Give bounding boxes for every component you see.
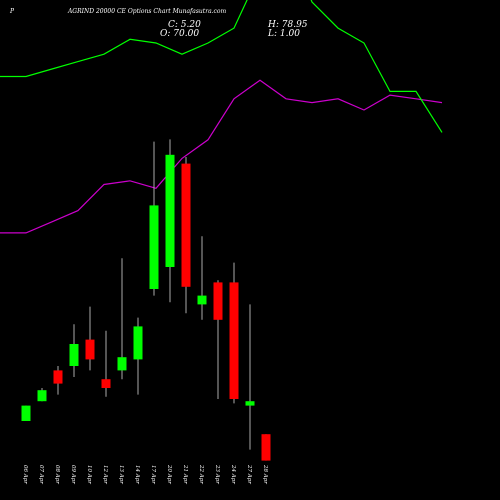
chart-title: P AGRIND 20000 CE Options Chart Munafasu… xyxy=(10,8,226,15)
x-tick-label: 20 Apr xyxy=(166,464,172,484)
candle-body xyxy=(197,295,207,305)
x-tick-label: 27 Apr xyxy=(246,464,252,484)
ma-short-line xyxy=(0,0,443,133)
open-label: O: xyxy=(160,29,171,39)
candle-body xyxy=(165,154,175,267)
x-tick-label: 06 Apr xyxy=(22,465,28,484)
candle-body xyxy=(245,401,255,406)
ohlc-low: L: 1.00 xyxy=(268,29,300,39)
x-tick-label: 08 Apr xyxy=(54,465,60,484)
x-tick-label: 09 Apr xyxy=(70,465,76,484)
candle-body xyxy=(261,434,271,461)
candle-body xyxy=(69,344,79,366)
close-label: C: xyxy=(168,20,178,30)
x-tick-label: 12 Apr xyxy=(102,465,108,484)
x-tick-label: 17 Apr xyxy=(150,465,156,484)
x-tick-label: 28 Apr xyxy=(262,464,268,484)
high-label: H: xyxy=(268,20,279,30)
candle-body xyxy=(229,282,239,399)
low-label: L: xyxy=(268,29,278,39)
title-left-mark: P xyxy=(10,8,15,15)
x-tick-label: 23 Apr xyxy=(214,464,220,484)
x-tick-label: 07 Apr xyxy=(38,465,44,484)
candle-body xyxy=(85,339,95,360)
ohlc-high: H: 78.95 xyxy=(268,20,308,30)
x-tick-label: 13 Apr xyxy=(118,465,124,484)
high-value: 78.95 xyxy=(281,20,308,30)
x-tick-label: 24 Apr xyxy=(230,464,236,484)
candle-body xyxy=(117,357,127,371)
close-value: 5.20 xyxy=(180,20,201,30)
x-tick-label: 14 Apr xyxy=(134,465,140,484)
ma-long-line xyxy=(0,79,443,234)
x-tick-label: 10 Apr xyxy=(86,465,92,484)
candle-body xyxy=(101,379,111,388)
ohlc-close: C: 5.20 xyxy=(168,20,201,30)
candle-body xyxy=(53,370,63,384)
x-tick-label: 21 Apr xyxy=(182,464,188,484)
candle-body xyxy=(149,205,159,289)
candle-body xyxy=(21,405,31,421)
candle-body xyxy=(133,326,143,360)
open-value: 70.00 xyxy=(173,29,200,39)
candle-body xyxy=(37,390,47,402)
title-text: AGRIND 20000 CE Options Chart Munafasutr… xyxy=(67,8,227,15)
ohlc-open: O: 70.00 xyxy=(160,29,199,39)
candle-body xyxy=(213,282,223,320)
candle-body xyxy=(181,163,191,287)
x-tick-label: 22 Apr xyxy=(198,464,204,484)
low-value: 1.00 xyxy=(279,29,300,39)
